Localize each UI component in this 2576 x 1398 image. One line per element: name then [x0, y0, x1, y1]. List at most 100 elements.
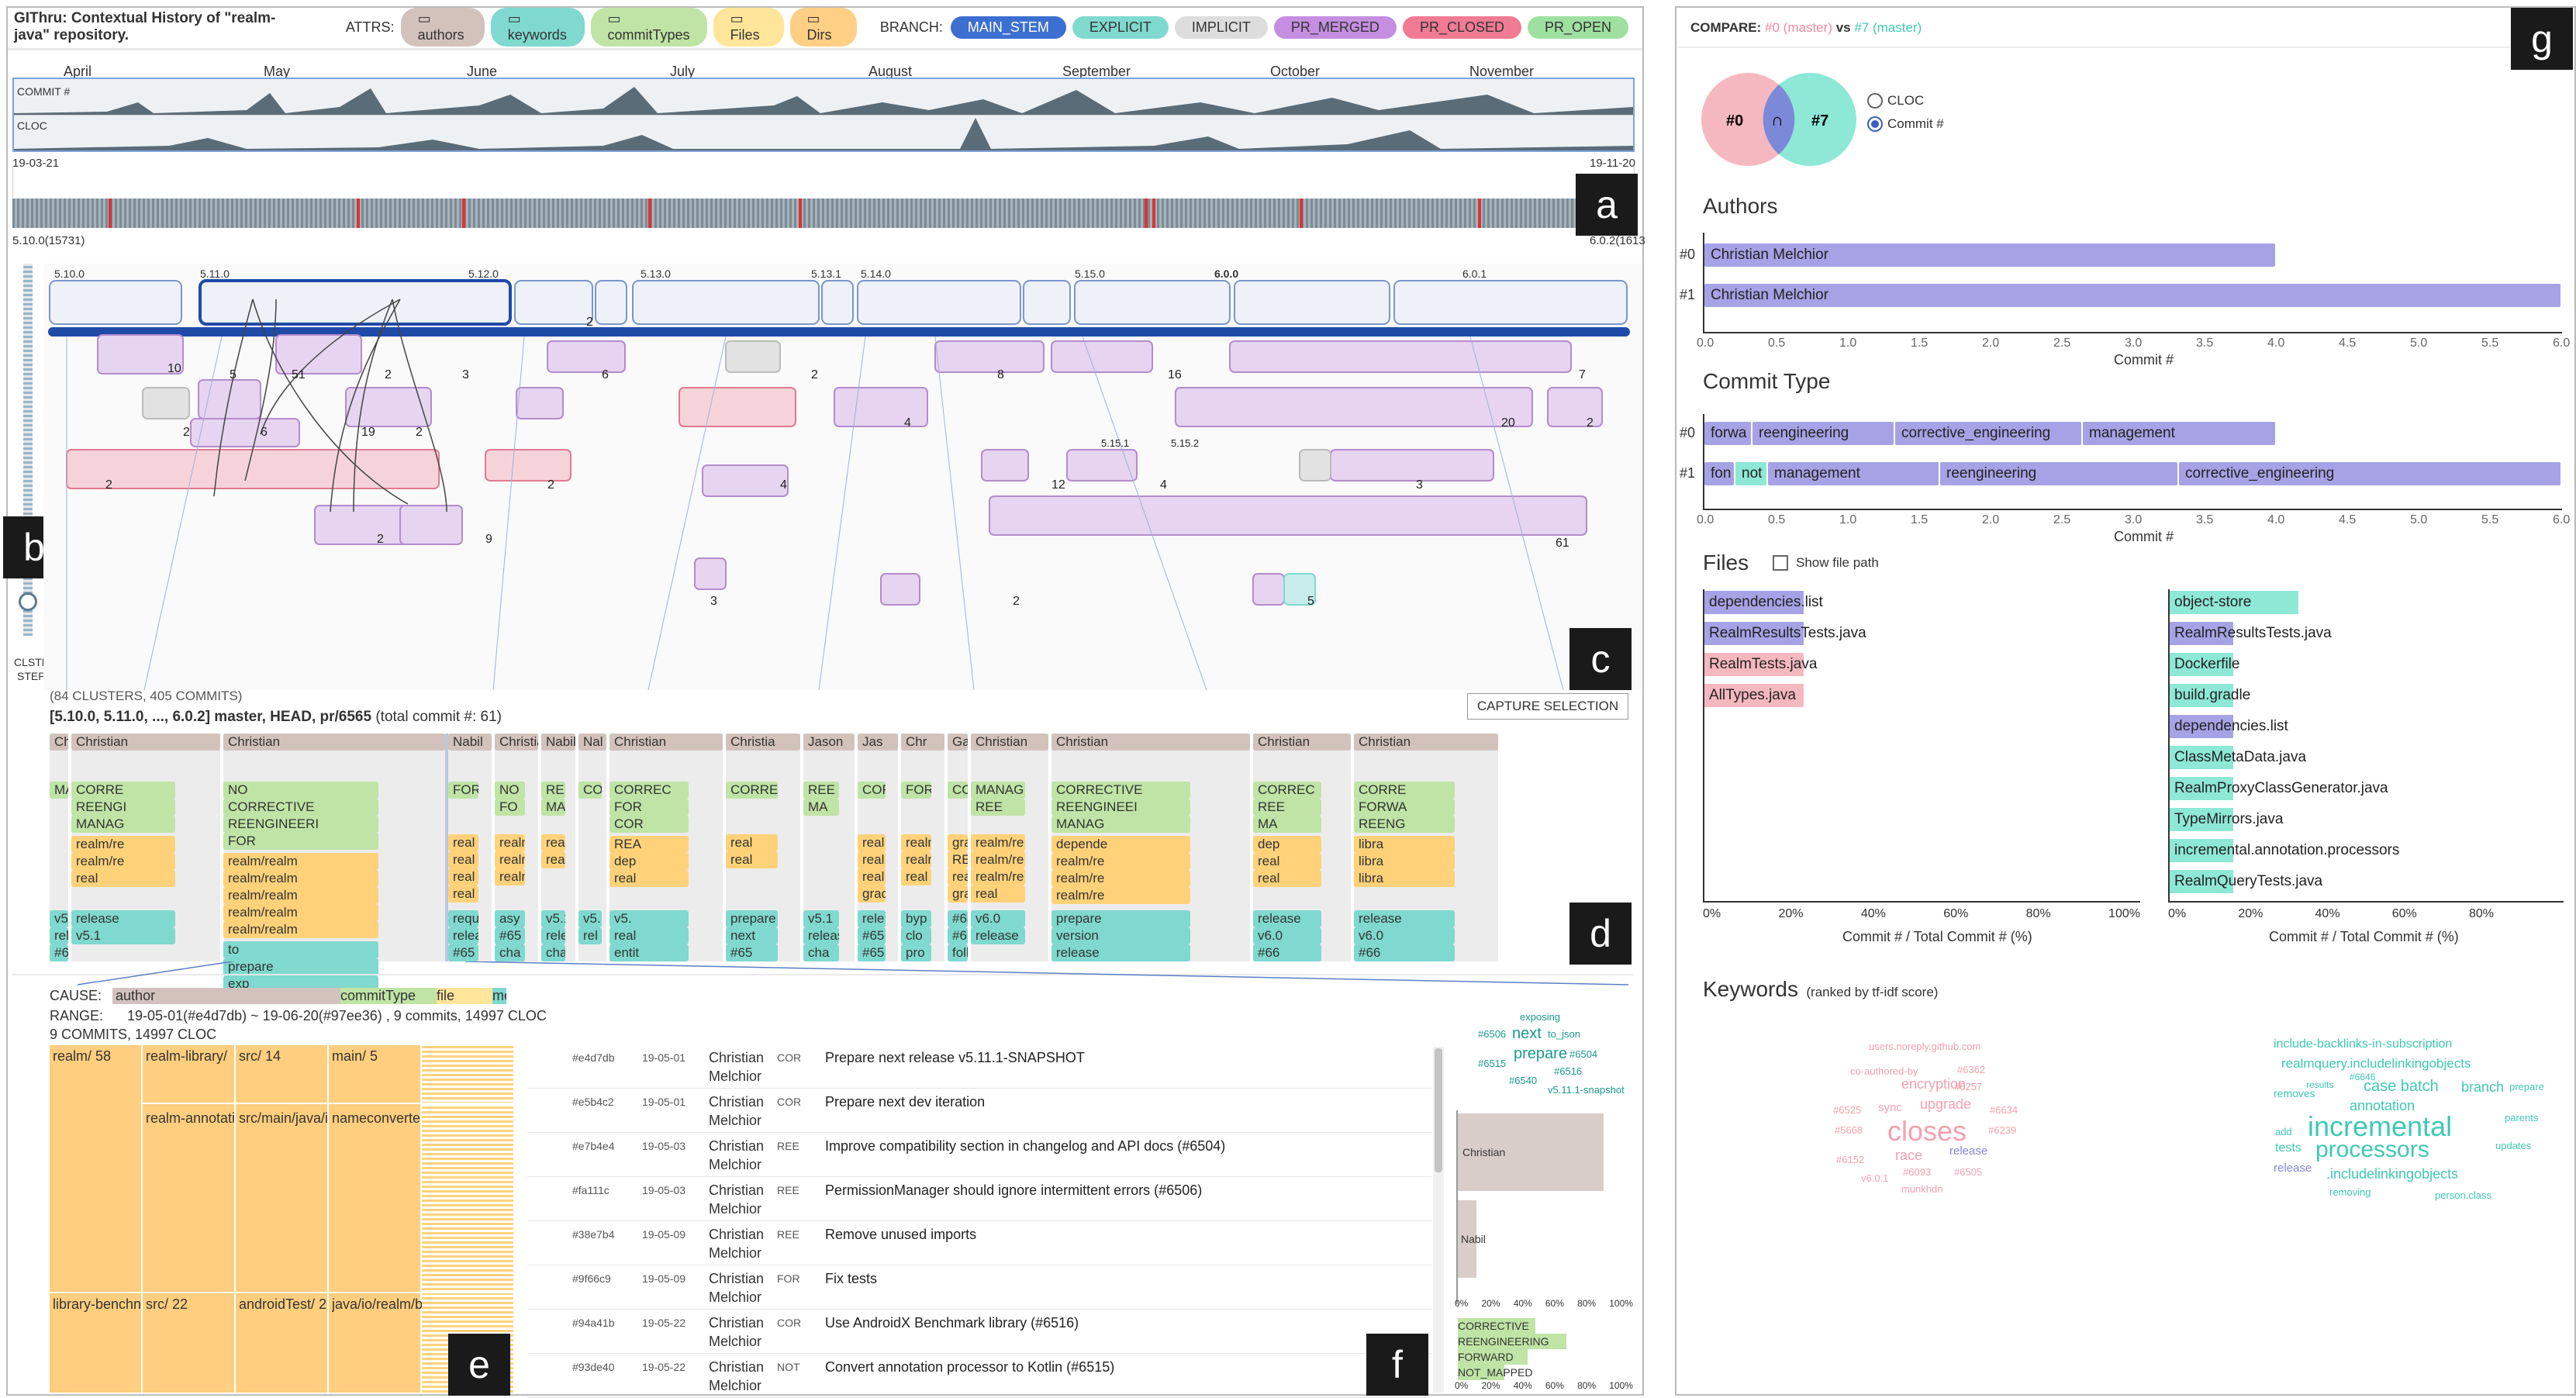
commit-row[interactable]: #93de40 19-05-22 Christian Melchior NOT Conv…: [527, 1355, 1431, 1398]
keyword[interactable]: users.noreply.github.com: [1869, 1041, 1981, 1052]
keyword[interactable]: annotation: [2350, 1098, 2415, 1113]
keyword[interactable]: prepare: [2509, 1081, 2544, 1093]
keyword[interactable]: release: [1949, 1144, 1988, 1158]
attr-chip-authors[interactable]: ▭ authors: [400, 8, 485, 47]
capture-selection-button[interactable]: CAPTURE SELECTION: [1467, 693, 1628, 720]
commit-row[interactable]: #9f66c9 19-05-09 Christian Melchior FOR Fix …: [527, 1266, 1431, 1310]
treemap-node[interactable]: src/ 14: [239, 1048, 281, 1064]
file-bar[interactable]: incremental.annotation.processors: [2170, 839, 2399, 862]
detail-column[interactable]: ChrFORWArealm/rrealm/rrealbypclopro: [901, 734, 944, 961]
keyword[interactable]: #6634: [1990, 1104, 2018, 1116]
type-bar[interactable]: forwa: [1704, 422, 1751, 445]
branch-chip-pr-merged[interactable]: PR_MERGED: [1273, 16, 1397, 39]
type-bar[interactable]: fon: [1704, 462, 1734, 485]
keyword[interactable]: #6362: [1957, 1064, 1986, 1075]
detail-column[interactable]: Christian MANAG REE realm/re realm/re realm/r…: [971, 734, 1048, 961]
keyword[interactable]: processors: [2315, 1137, 2429, 1162]
branch-chip-pr-open[interactable]: PR_OPEN: [1527, 16, 1629, 39]
type-bar[interactable]: reengineering: [1752, 422, 1894, 445]
keyword[interactable]: removing: [2329, 1186, 2371, 1198]
attr-chip-files[interactable]: ▭ Files: [713, 8, 784, 47]
radio-commit[interactable]: Commit #: [1867, 116, 1944, 132]
type-bar[interactable]: REENGINEERING: [1458, 1334, 1566, 1349]
commit-row[interactable]: #fa111c 19-05-03 Christian Melchior REE Perm…: [527, 1178, 1431, 1221]
type-bar[interactable]: reengineering: [1940, 462, 2177, 485]
type-bar[interactable]: NOT_MAPPED: [1458, 1365, 1533, 1380]
slider-handle[interactable]: [19, 592, 37, 611]
file-bar[interactable]: RealmQueryTests.java: [2170, 870, 2322, 893]
keyword[interactable]: tests: [2275, 1141, 2301, 1155]
keyword[interactable]: upgrade: [1920, 1096, 1972, 1112]
keyword[interactable]: #6505: [1954, 1166, 1983, 1178]
file-bar[interactable]: Dockerfile: [2170, 653, 2239, 676]
type-bar[interactable]: corrective_engineering: [2179, 462, 2560, 485]
treemap-node[interactable]: src/main/java/i: [239, 1110, 329, 1126]
keyword[interactable]: results: [2306, 1079, 2334, 1090]
commit-row[interactable]: #e7b4e4 19-05-03 Christian Melchior REE Impr…: [527, 1134, 1431, 1177]
keyword[interactable]: parents: [2505, 1112, 2539, 1124]
file-bar[interactable]: dependencies.list: [1704, 591, 1823, 614]
type-bar[interactable]: corrective_engineering: [1895, 422, 2081, 445]
cause-seg-committype[interactable]: commitType: [340, 988, 437, 1004]
treemap-node[interactable]: realm-annotati: [146, 1110, 236, 1126]
commit-strip[interactable]: [12, 198, 1635, 228]
detail-column[interactable]: NabilFORWArealrealrealrealrequestrelea#6…: [448, 734, 492, 961]
show-file-path-toggle[interactable]: Show file path: [1773, 555, 1879, 571]
treemap-node[interactable]: java/io/realm/b: [332, 1296, 422, 1312]
branch-chip-explicit[interactable]: EXPLICIT: [1072, 16, 1169, 39]
keyword[interactable]: person.class: [2435, 1189, 2491, 1201]
cluster-graph[interactable]: 5.10.0 5.11.0 5.12.0 5.13.0 5.13.1 5.14.…: [43, 264, 1641, 691]
keyword[interactable]: updates: [2495, 1140, 2532, 1151]
file-bar[interactable]: dependencies.list: [2170, 715, 2288, 738]
treemap-node[interactable]: library-benchn: [53, 1296, 142, 1312]
file-bar[interactable]: AllTypes.java: [1704, 684, 1804, 707]
radio-cloc[interactable]: CLOC: [1867, 93, 1944, 109]
type-bar[interactable]: FORWARD: [1458, 1349, 1528, 1365]
detail-column[interactable]: Christian NO CORRECTIVE REENGINEERI FOR realm…: [223, 734, 445, 992]
commit-row[interactable]: #94a41b 19-05-22 Christian Melchior COR Use …: [527, 1310, 1431, 1354]
attr-chip-committypes[interactable]: ▭ commitTypes: [590, 8, 707, 47]
keyword[interactable]: closes: [1887, 1115, 1967, 1147]
treemap-node[interactable]: nameconverte: [332, 1110, 421, 1126]
directory-treemap[interactable]: realm/ 58 realm-library/ src/ 14 main/ 5…: [50, 1045, 515, 1393]
treemap-node[interactable]: realm/ 58: [53, 1048, 112, 1064]
keyword[interactable]: release: [2274, 1162, 2312, 1175]
treemap-node[interactable]: realm-library/: [146, 1048, 228, 1064]
cause-seg-me[interactable]: me: [492, 988, 507, 1004]
detail-column[interactable]: ChristiaNOFOrealm/rrealm/rrealm/rasy#65c…: [495, 734, 538, 961]
keyword[interactable]: sync: [1878, 1101, 1902, 1114]
cause-seg-file[interactable]: file: [437, 988, 493, 1004]
keyword[interactable]: include-backlinks-in-subscription: [2274, 1037, 2453, 1051]
attr-chip-dirs[interactable]: ▭ Dirs: [789, 8, 857, 47]
keyword[interactable]: v6.0.1: [1861, 1172, 1889, 1184]
treemap-node[interactable]: src/ 22: [146, 1296, 188, 1312]
branch-chip-implicit[interactable]: IMPLICIT: [1174, 16, 1268, 39]
detail-column[interactable]: GaCOgraREAreagra#65#65foll: [948, 734, 968, 961]
keyword[interactable]: realmquery.includelinkingobjects: [2281, 1056, 2471, 1071]
attr-chip-keywords[interactable]: ▭ keywords: [490, 8, 585, 47]
commit-list-scrollbar[interactable]: [1433, 1047, 1444, 1393]
keyword[interactable]: co-authored-by: [1850, 1065, 1918, 1077]
file-bar[interactable]: RealmProxyClassGenerator.java: [2170, 777, 2388, 800]
keyword[interactable]: encryption: [1901, 1076, 1967, 1092]
branch-chip-main-stem[interactable]: MAIN_STEM: [950, 16, 1066, 39]
keyword[interactable]: #5668: [1835, 1124, 1863, 1136]
keyword[interactable]: #6257: [1954, 1081, 1983, 1093]
treemap-node[interactable]: main/ 5: [332, 1048, 378, 1064]
type-bar[interactable]: management: [1768, 462, 1939, 485]
keyword[interactable]: #6646: [2350, 1072, 2376, 1082]
keyword[interactable]: .includelinkingobjects: [2326, 1166, 2459, 1182]
keyword[interactable]: branch: [2461, 1079, 2505, 1095]
keyword[interactable]: race: [1895, 1148, 1923, 1163]
detail-column[interactable]: Christian CORRE FORWA REENG libra libra libra r…: [1354, 734, 1498, 961]
timeline-brush[interactable]: COMMIT # CLOC: [12, 78, 1635, 152]
detail-column[interactable]: Christian CORREC REE MA dep real real release v6…: [1253, 734, 1351, 961]
author-bar[interactable]: Nabil: [1458, 1200, 1486, 1278]
file-bar[interactable]: object-store: [2170, 591, 2298, 614]
detail-column[interactable]: Christian CORREC FOR COR REA dep real v5. real en…: [609, 734, 723, 961]
type-bar[interactable]: not: [1735, 462, 1766, 485]
file-bar[interactable]: ClassMetaData.java: [2170, 746, 2306, 769]
